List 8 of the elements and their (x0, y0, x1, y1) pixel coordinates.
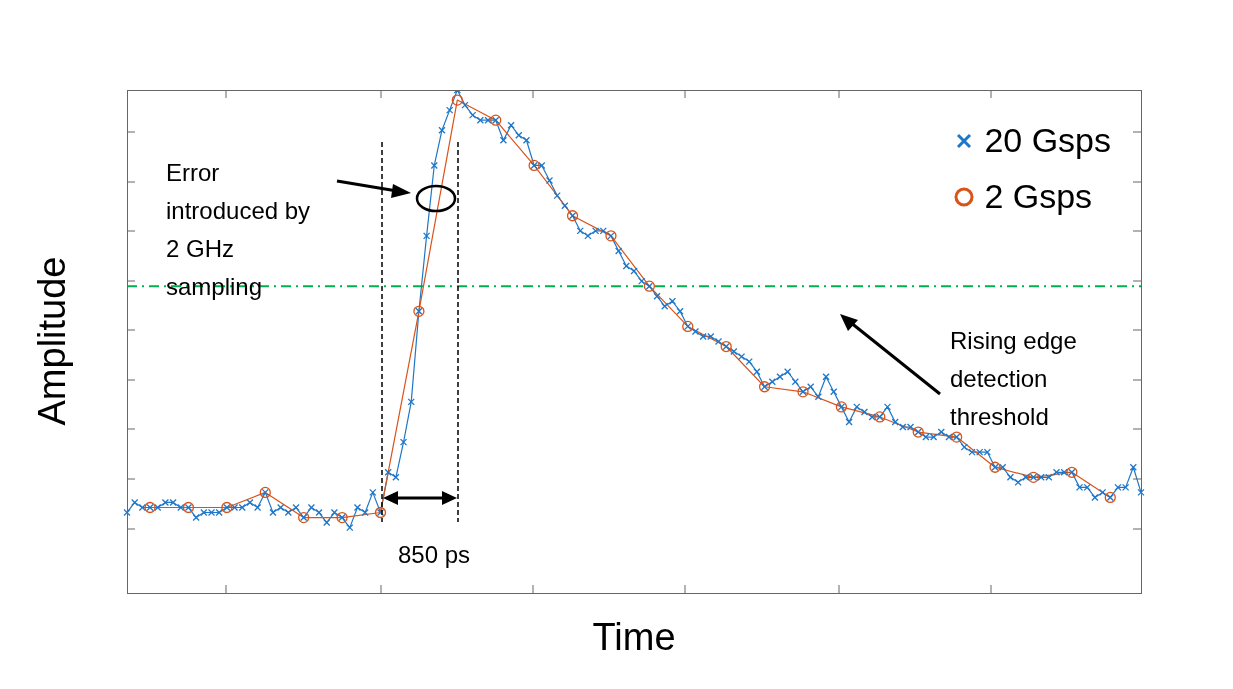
annotation: 850 ps (398, 540, 472, 570)
annotation: Error introduced by 2 GHz sampling (166, 158, 312, 302)
annotation: Rising edge detection threshold (950, 326, 1078, 432)
legend-label: 20 Gsps (984, 120, 1111, 161)
y-axis-title: Amplitude (30, 256, 74, 426)
legend-label: 2 Gsps (984, 176, 1093, 217)
point (451, 94, 463, 106)
x-axis-title: Time (592, 615, 676, 659)
